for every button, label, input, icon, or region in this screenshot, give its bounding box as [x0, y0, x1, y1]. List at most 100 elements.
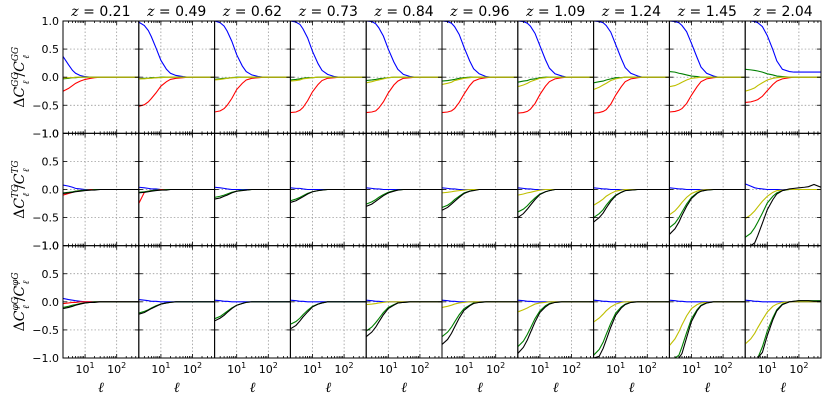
series-green [669, 71, 746, 78]
x-tick-label: 101 [606, 361, 625, 376]
series-green [745, 68, 821, 78]
y-tick-label: 0.0 [42, 71, 60, 84]
series-black [366, 301, 442, 338]
series-green [366, 301, 442, 332]
panel-r1-c6 [517, 132, 595, 247]
panel-r2-c5 [441, 245, 519, 359]
series-black [214, 188, 291, 200]
series-green [593, 301, 670, 356]
series-blue [63, 56, 139, 78]
x-axis-label: ℓ [250, 380, 256, 396]
x-tick-label: 101 [682, 361, 701, 376]
series-red [63, 76, 139, 92]
panel-curves [593, 299, 670, 359]
series-red [593, 76, 670, 114]
series-red [290, 76, 367, 114]
column-title: z = 1.09 [525, 4, 585, 20]
x-axis-label: ℓ [553, 380, 559, 396]
series-black [442, 188, 518, 211]
column-title: z = 0.49 [146, 4, 206, 20]
panel-r0-c4 [365, 20, 443, 134]
x-tick-label: 102 [562, 361, 581, 376]
column-title: z = 0.73 [298, 4, 358, 20]
series-yellow [593, 76, 670, 91]
x-tick-label: 101 [455, 361, 474, 376]
panel-r1-c1 [138, 132, 216, 247]
series-black [593, 301, 670, 359]
panel-curves [517, 299, 594, 354]
series-yellow [593, 188, 670, 206]
x-tick-label: 101 [379, 361, 398, 376]
panel-r2-c9 [744, 245, 822, 359]
panel-curves [138, 186, 215, 204]
panel-curves [63, 56, 139, 92]
panel-curves [138, 21, 215, 107]
column-title: z = 0.84 [373, 4, 433, 20]
series-yellow [669, 76, 746, 88]
series-green [517, 76, 594, 83]
series-red [366, 76, 442, 114]
panel-r1-c2 [214, 132, 291, 247]
series-red [214, 76, 291, 113]
y-tick-label: 0.5 [42, 155, 60, 168]
y-tick-label: 1.0 [42, 15, 60, 28]
panel-ticks [517, 20, 594, 134]
x-tick-label: 102 [486, 361, 505, 376]
panel-r1-c5 [441, 132, 519, 247]
series-black [366, 188, 442, 207]
series-green [138, 301, 215, 314]
y-tick-label: −1.0 [32, 240, 59, 253]
panel-r2-c4 [365, 245, 443, 359]
series-green [593, 188, 670, 219]
series-black [517, 188, 594, 219]
series-yellow [442, 76, 518, 86]
panel-curves [290, 187, 367, 203]
series-green [593, 76, 670, 84]
y-tick-label: 0.5 [42, 268, 60, 281]
x-tick-label: 102 [714, 361, 733, 376]
panel-curves [669, 21, 746, 113]
panel-r2-c0 [62, 245, 140, 359]
x-tick-label: 102 [638, 361, 657, 376]
x-axis-label: ℓ [174, 380, 180, 396]
series-green [669, 188, 746, 229]
y-axis-label: ΔCφGℓ/CφGℓ [11, 272, 32, 331]
series-black [290, 301, 367, 330]
x-axis-label: ℓ [704, 380, 710, 396]
panel-r0-c7 [593, 20, 670, 134]
series-green [442, 301, 518, 338]
panel-curves [63, 184, 139, 196]
x-tick-label: 101 [303, 361, 322, 376]
x-tick-label: 102 [107, 361, 126, 376]
panel-r0-c1 [138, 20, 216, 134]
series-red [745, 76, 821, 103]
y-tick-label: 0.0 [42, 296, 60, 309]
x-tick-label: 102 [789, 361, 808, 376]
x-axis-label: ℓ [98, 380, 104, 396]
series-black [669, 301, 746, 359]
panel-r0-c8 [668, 20, 746, 134]
panel-curves [442, 21, 518, 114]
x-tick-label: 102 [335, 361, 354, 376]
x-axis-label: ℓ [780, 380, 786, 396]
column-title: z = 0.21 [70, 4, 130, 20]
column-title: z = 0.96 [449, 4, 509, 20]
series-yellow [669, 188, 746, 216]
series-black [63, 301, 139, 310]
x-axis-label: ℓ [325, 380, 331, 396]
series-yellow [593, 301, 670, 323]
panel-r1-c0 [62, 132, 140, 247]
panel-curves [669, 187, 746, 235]
y-tick-label: −0.5 [32, 324, 59, 337]
panel-r1-c3 [289, 132, 367, 247]
panel-r2-c7 [593, 245, 670, 359]
series-yellow [517, 188, 594, 196]
panel-r0-c0 [62, 20, 140, 134]
series-yellow [745, 76, 821, 92]
panel-curves [669, 299, 746, 359]
x-axis-label: ℓ [401, 380, 407, 396]
panel-r0-c9 [744, 20, 822, 134]
panel-r2-c3 [289, 245, 367, 359]
series-yellow [138, 76, 215, 80]
